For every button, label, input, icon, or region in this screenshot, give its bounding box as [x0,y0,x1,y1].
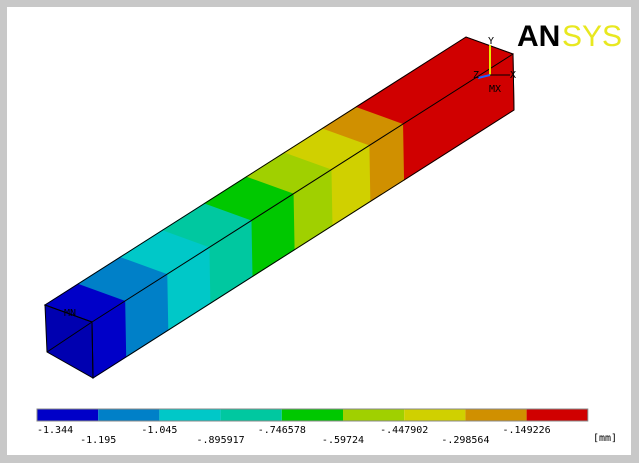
legend-label: -1.344 [37,425,73,436]
ansys-viewport: AN SYS Y Z X MX MN -1.344 -1.195 -1.045 -.8… [0,0,639,463]
legend-label: -.59724 [322,435,364,446]
legend-band [98,409,159,421]
legend-band [343,409,404,421]
legend-band [159,409,220,421]
legend-label: -1.195 [80,435,116,446]
triad-z: Z [473,70,479,81]
max-marker: MX [489,84,501,95]
legend-label: -.149226 [503,425,551,436]
logo-sys: SYS [562,20,622,53]
legend-label: -1.045 [141,425,177,436]
legend-label: -.447902 [380,425,428,436]
triad-x: X [510,70,516,81]
legend-label: -.298564 [441,435,489,446]
legend-band [527,409,588,421]
legend-band [37,409,98,421]
legend-label: -.895917 [197,435,245,446]
legend-band [221,409,282,421]
legend-label: -.746578 [258,425,306,436]
legend-band [465,409,526,421]
page: AN SYS Y Z X MX MN -1.344 -1.195 -1.045 -.8… [0,0,639,463]
min-marker: MN [64,308,76,319]
legend-band [282,409,343,421]
legend-unit: [mm] [593,433,617,444]
triad-y: Y [488,36,494,47]
legend-band [404,409,465,421]
logo-an: AN [517,20,560,53]
